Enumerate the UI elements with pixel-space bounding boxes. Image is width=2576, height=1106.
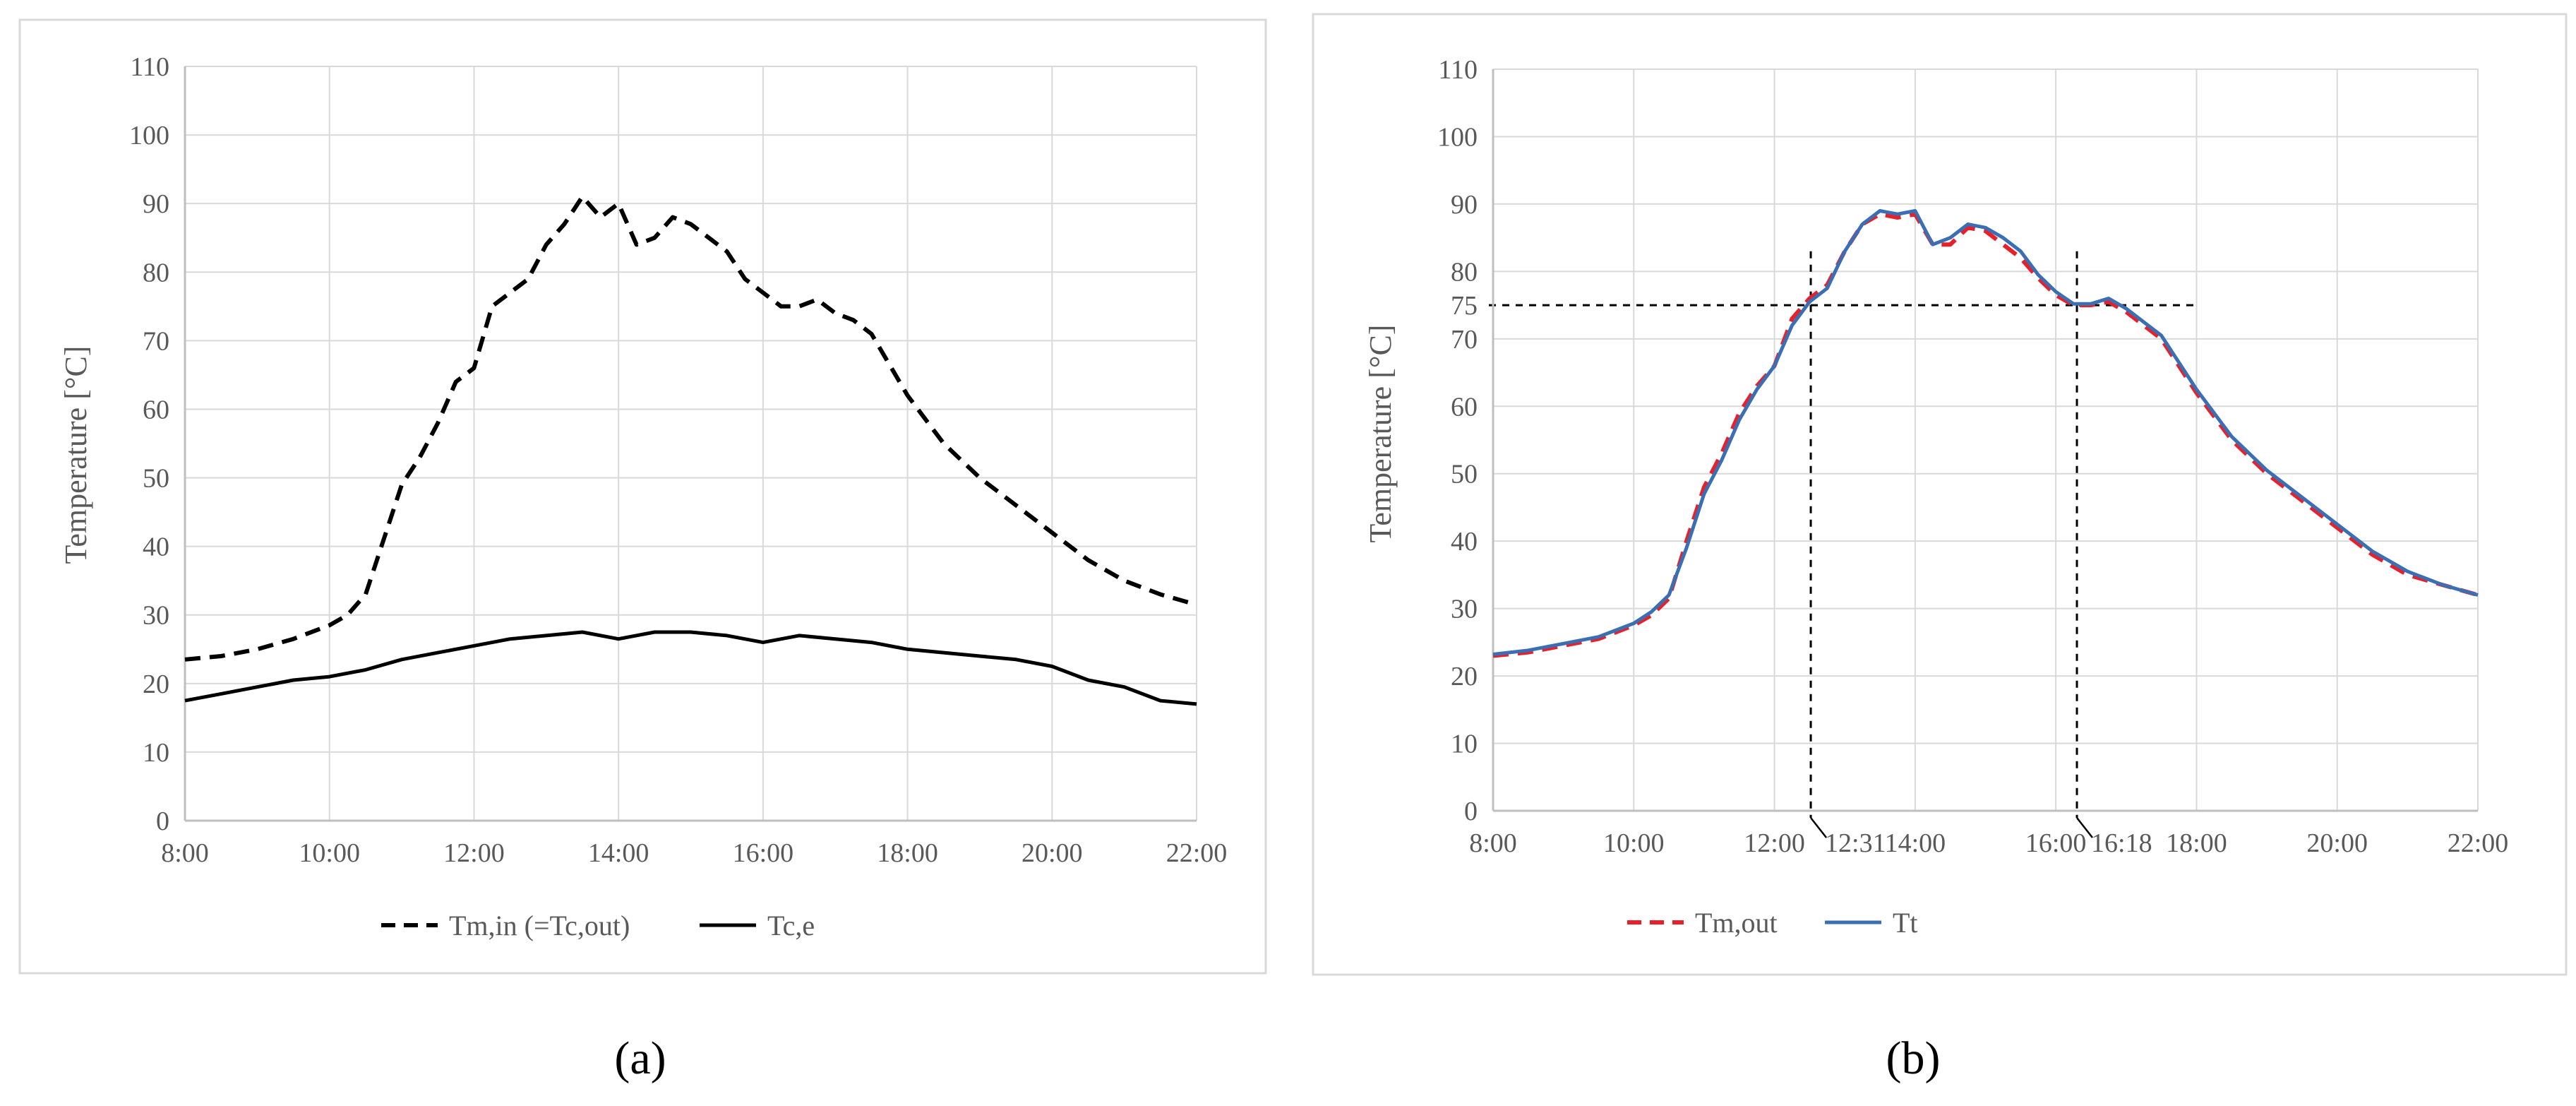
y-tick-label: 50: [143, 464, 169, 494]
y-tick-label: 40: [143, 533, 169, 562]
chart-a-frame: [18, 18, 1267, 975]
x-tick-label: 10:00: [299, 838, 360, 868]
x-tick-label: 12:00: [1744, 828, 1805, 858]
legend-label-1: Tm,out: [1695, 907, 1778, 939]
y-tick-label: 110: [130, 52, 169, 82]
y-tick-label: 0: [156, 807, 169, 836]
chart-a-y-axis-label: Temperature [°C]: [59, 346, 93, 564]
x-tick-label: 22:00: [1166, 838, 1228, 868]
x-tick-label: 18:00: [2166, 828, 2227, 858]
x-tick-label: 16:00: [733, 838, 794, 868]
y-tick-label: 100: [129, 121, 169, 150]
chart-panel-a: 0 10 20 30 40 50 60 70 80 90 100 110 8:00 10:00 12:00 1…: [0, 0, 1278, 1106]
chart-b-y-axis-label: Temperature [°C]: [1363, 325, 1398, 543]
time-marker-label: 16:18: [2091, 828, 2152, 858]
y-tick-label: 110: [1438, 55, 1478, 85]
y-tick-label: 80: [143, 258, 169, 287]
y-tick-label: 50: [1451, 460, 1478, 489]
chart-b-panel-label: (b): [1886, 1033, 1941, 1084]
y-tick-label: 30: [143, 601, 169, 631]
chart-b-svg: 12:31 16:18 0 10 20 30 40 50 60 70 75 80 90 100 110 8:…: [1312, 13, 2568, 1084]
x-tick-label: 8:00: [161, 838, 209, 868]
y-tick-label: 30: [1451, 595, 1478, 624]
y-tick-label: 20: [143, 670, 169, 699]
y-tick-label: 70: [1451, 325, 1478, 355]
y-tick-label: 90: [143, 189, 169, 219]
y-tick-label: 60: [143, 395, 169, 424]
x-tick-label: 18:00: [877, 838, 938, 868]
series-line-2: [184, 630, 1197, 706]
y-tick-label: 100: [1437, 122, 1478, 152]
y-tick-label: 40: [1451, 527, 1478, 557]
legend-label-2: Tc,e: [767, 910, 815, 941]
x-tick-label: 20:00: [1022, 838, 1083, 868]
chart-a-svg: 0 10 20 30 40 50 60 70 80 90 100 110 8:00 10:00 12:00 1…: [18, 18, 1267, 1084]
x-tick-label: 22:00: [2448, 828, 2509, 858]
series-line-1: [184, 194, 1197, 662]
y-tick-label: 0: [1464, 797, 1478, 826]
chart-panel-b: 12:31 16:18 0 10 20 30 40 50 60 70 75 80 90 100 110 8:…: [1299, 0, 2576, 1106]
time-marker-leader: [2076, 817, 2094, 838]
legend-label-1: Tm,in (=Tc,out): [449, 910, 630, 941]
x-tick-label: 20:00: [2306, 828, 2368, 858]
y-tick-label: 60: [1451, 392, 1478, 422]
y-tick-label: 10: [143, 738, 169, 768]
y-tick-label: 10: [1451, 730, 1478, 759]
legend-label-2: Tt: [1893, 907, 1918, 939]
chart-a-panel-label: (a): [614, 1033, 666, 1084]
time-marker-label: 12:31: [1825, 828, 1886, 858]
series-line-1: [1492, 212, 2479, 658]
chart-b-legend: Tm,out Tt: [1627, 907, 1918, 939]
y-tick-label: 75: [1451, 291, 1478, 321]
x-tick-label: 14:00: [1885, 828, 1946, 858]
y-tick-label: 70: [143, 326, 169, 356]
y-tick-label: 90: [1451, 190, 1478, 220]
x-tick-label: 8:00: [1469, 828, 1517, 858]
chart-a-legend: Tm,in (=Tc,out) Tc,e: [381, 910, 815, 941]
x-tick-label: 12:00: [443, 838, 505, 868]
series-line-2: [1492, 209, 2479, 656]
y-tick-label: 20: [1451, 662, 1478, 691]
time-marker-leader: [1810, 817, 1828, 838]
x-tick-label: 14:00: [588, 838, 649, 868]
chart-b-frame: [1312, 13, 2568, 976]
x-tick-label: 10:00: [1603, 828, 1665, 858]
x-tick-label: 16:00: [2025, 828, 2087, 858]
y-tick-label: 80: [1451, 257, 1478, 287]
